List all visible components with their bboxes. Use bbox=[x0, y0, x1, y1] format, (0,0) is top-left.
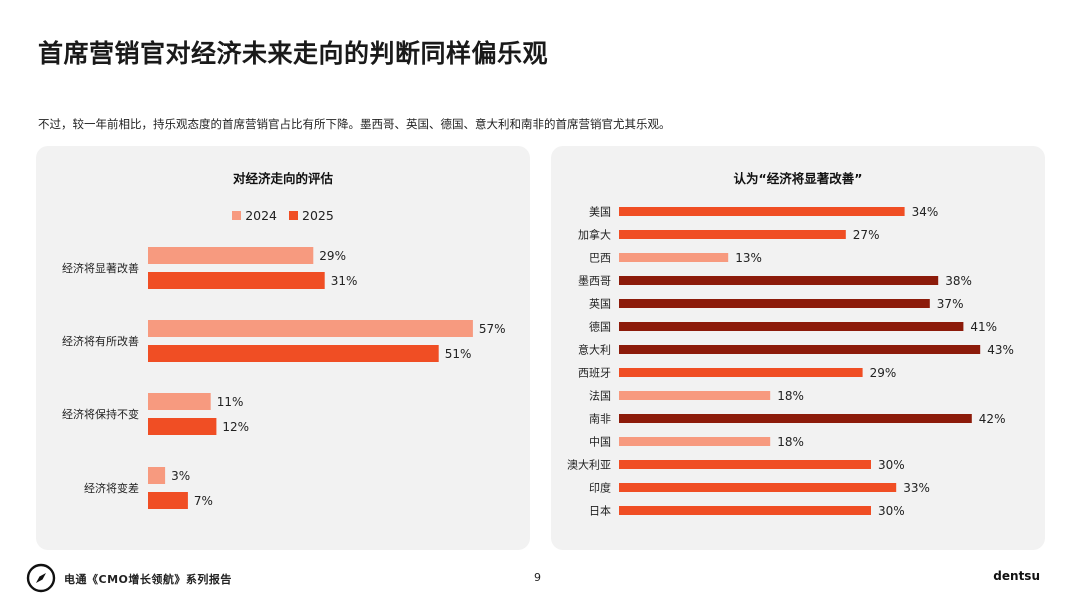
footer-report-label: 电通《CMO增长领航》系列报告 bbox=[64, 573, 232, 586]
data-label-country-12: 30% bbox=[878, 458, 905, 472]
bar-country-8 bbox=[619, 368, 863, 377]
economy-outlook-title: 对经济走向的评估 bbox=[232, 171, 333, 186]
country-label-7: 意大利 bbox=[578, 343, 611, 357]
economy-outlook-chart: 经济将显著改善 29% 31% 经济将有所改善 57% 51% 经济将保持不变 11% 12% 经… bbox=[62, 247, 506, 509]
country-label-9: 法国 bbox=[589, 389, 611, 403]
data-label-country-5: 37% bbox=[937, 297, 964, 311]
category-label-4: 经济将变差 bbox=[84, 481, 139, 495]
country-label-14: 日本 bbox=[589, 504, 611, 518]
legend-item-2025: 2025 bbox=[289, 208, 334, 223]
data-label-2024-2: 57% bbox=[479, 322, 506, 336]
data-label-country-8: 29% bbox=[870, 366, 897, 380]
country-label-2: 加拿大 bbox=[578, 228, 611, 242]
category-label-3: 经济将保持不变 bbox=[62, 407, 139, 421]
bar-2025-3 bbox=[148, 418, 217, 435]
country-label-10: 南非 bbox=[589, 413, 611, 426]
data-label-2024-3: 11% bbox=[217, 395, 244, 409]
data-label-country-11: 18% bbox=[777, 435, 804, 449]
country-label-11: 中国 bbox=[589, 436, 611, 449]
data-label-2025-4: 7% bbox=[194, 494, 213, 508]
country-label-6: 德国 bbox=[589, 320, 611, 334]
data-label-country-3: 13% bbox=[735, 251, 762, 265]
brand-logo: dentsu bbox=[993, 569, 1040, 583]
economy-outlook-panel: 经济将显著改善 29% 31% 经济将有所改善 57% 51% 经济将保持不变 11% 12% 经… bbox=[36, 146, 530, 550]
bar-country-1 bbox=[619, 207, 905, 216]
bar-country-3 bbox=[619, 253, 729, 262]
bar-2025-1 bbox=[148, 272, 325, 289]
bar-2025-4 bbox=[148, 492, 188, 509]
bar-country-6 bbox=[619, 322, 964, 331]
country-label-3: 巴西 bbox=[589, 252, 611, 265]
country-label-8: 西班牙 bbox=[578, 367, 611, 380]
country-label-12: 澳大利亚 bbox=[567, 458, 611, 472]
country-label-5: 英国 bbox=[589, 297, 611, 311]
bar-country-2 bbox=[619, 230, 846, 239]
bar-2024-1 bbox=[148, 247, 314, 264]
bar-2024-2 bbox=[148, 320, 473, 337]
legend-swatch-2025 bbox=[289, 211, 298, 220]
data-label-country-2: 27% bbox=[853, 228, 880, 242]
page-number: 9 bbox=[534, 571, 541, 584]
bar-country-10 bbox=[619, 414, 972, 423]
data-label-country-7: 43% bbox=[987, 343, 1014, 357]
data-label-country-14: 30% bbox=[878, 504, 905, 518]
page-title: 首席营销官对经济未来走向的判断同样偏乐观 bbox=[38, 39, 549, 68]
compass-icon bbox=[26, 563, 56, 593]
data-label-2024-1: 29% bbox=[319, 249, 346, 263]
data-label-2025-2: 51% bbox=[445, 347, 472, 361]
significant-improvement-chart: 美国 34% 加拿大 27% 巴西 13% 墨西哥 38% 英国 37% 德国 41% 意大利 43% 西班… bbox=[567, 205, 1014, 518]
data-label-country-1: 34% bbox=[912, 205, 939, 219]
page-subtitle: 不过，较一年前相比，持乐观态度的首席营销官占比有所下降。墨西哥、英国、德国、意大… bbox=[38, 117, 671, 131]
legend-item-2024: 2024 bbox=[232, 208, 277, 223]
bar-country-12 bbox=[619, 460, 871, 469]
legend-swatch-2024 bbox=[232, 211, 242, 220]
data-label-2025-1: 31% bbox=[331, 274, 358, 288]
significant-improvement-panel: 美国 34% 加拿大 27% 巴西 13% 墨西哥 38% 英国 37% 德国 41% 意大利 43% 西班… bbox=[551, 146, 1045, 550]
data-label-country-9: 18% bbox=[777, 389, 804, 403]
significant-improvement-title: 认为“经济将显著改善” bbox=[733, 171, 863, 186]
data-label-country-6: 41% bbox=[970, 320, 997, 334]
country-label-1: 美国 bbox=[589, 206, 611, 219]
bar-country-7 bbox=[619, 345, 981, 354]
category-label-2: 经济将有所改善 bbox=[62, 334, 139, 348]
data-label-2024-4: 3% bbox=[171, 469, 190, 483]
bar-2024-4 bbox=[148, 467, 166, 484]
bar-country-13 bbox=[619, 483, 897, 492]
chart-legend: 2024 2025 bbox=[36, 208, 530, 223]
legend-label-2025: 2025 bbox=[302, 208, 334, 223]
bar-country-4 bbox=[619, 276, 939, 285]
bar-country-5 bbox=[619, 299, 930, 308]
bar-country-9 bbox=[619, 391, 771, 400]
bar-country-14 bbox=[619, 506, 871, 515]
data-label-country-13: 33% bbox=[903, 481, 930, 495]
country-label-13: 印度 bbox=[589, 481, 611, 495]
country-label-4: 墨西哥 bbox=[578, 275, 611, 288]
bar-2024-3 bbox=[148, 393, 211, 410]
data-label-country-4: 38% bbox=[945, 274, 972, 288]
bar-country-11 bbox=[619, 437, 771, 446]
data-label-country-10: 42% bbox=[979, 412, 1006, 426]
legend-label-2024: 2024 bbox=[245, 208, 277, 223]
data-label-2025-3: 12% bbox=[222, 420, 249, 434]
category-label-1: 经济将显著改善 bbox=[62, 261, 139, 275]
bar-2025-2 bbox=[148, 345, 439, 362]
